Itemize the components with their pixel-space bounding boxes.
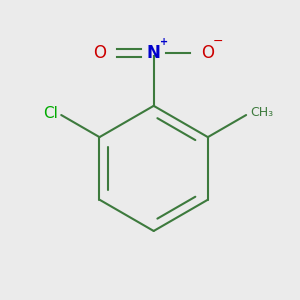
Text: Cl: Cl [43, 106, 58, 121]
Text: O: O [94, 44, 106, 62]
Text: O: O [201, 44, 214, 62]
Text: +: + [160, 37, 168, 47]
Text: CH₃: CH₃ [250, 106, 273, 118]
Text: N: N [147, 44, 160, 62]
Text: −: − [212, 35, 223, 48]
